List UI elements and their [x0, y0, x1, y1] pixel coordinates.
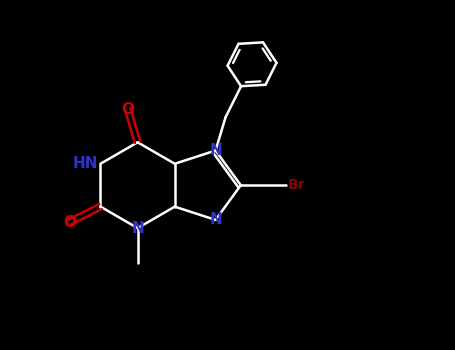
- Text: N: N: [209, 143, 222, 158]
- Text: Br: Br: [288, 178, 305, 192]
- Text: N: N: [209, 212, 222, 228]
- Text: O: O: [121, 102, 134, 117]
- Text: HN: HN: [73, 156, 98, 171]
- Text: N: N: [131, 220, 144, 236]
- Text: O: O: [63, 215, 76, 230]
